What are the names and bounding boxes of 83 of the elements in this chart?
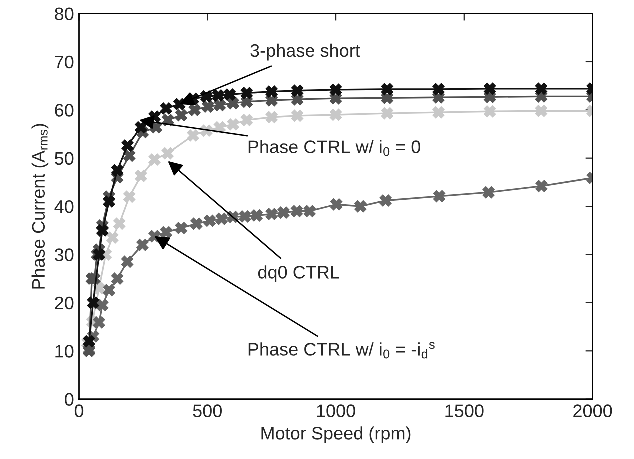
point	[111, 164, 124, 176]
point	[432, 83, 445, 96]
point	[381, 83, 394, 96]
point	[124, 150, 136, 162]
annotation: Phase CTRL w/ i$_{0}$ = -i$_{d}$$^{s}$	[248, 342, 435, 359]
point	[135, 121, 148, 134]
point	[93, 316, 106, 329]
point	[214, 99, 226, 112]
point	[330, 198, 343, 211]
point	[266, 86, 278, 98]
point	[175, 109, 188, 122]
point	[432, 106, 445, 119]
annotation: 3-phase short	[250, 44, 360, 61]
point	[216, 213, 228, 226]
point	[227, 118, 240, 131]
point	[536, 180, 548, 192]
point	[227, 97, 240, 110]
point	[204, 214, 216, 228]
point	[214, 121, 226, 134]
point	[484, 82, 496, 96]
point	[354, 200, 367, 213]
point	[136, 239, 149, 252]
y-tick-label: 40	[54, 200, 74, 214]
point	[202, 100, 214, 113]
point	[240, 87, 253, 100]
point	[535, 105, 548, 118]
y-tick-label: 60	[55, 104, 74, 117]
point	[291, 84, 304, 97]
point	[148, 154, 161, 166]
point	[187, 130, 200, 142]
y-tick-label: 80	[55, 8, 74, 20]
y-tick-label: 70	[55, 56, 74, 69]
point	[224, 88, 236, 101]
point	[212, 90, 224, 102]
point	[103, 284, 116, 296]
point	[250, 210, 264, 222]
y-tick-label: 10	[56, 345, 74, 358]
point	[380, 194, 392, 207]
point	[278, 206, 290, 219]
point	[87, 296, 100, 310]
y-tick-label: 0	[65, 393, 74, 406]
point	[190, 218, 203, 230]
annotation: dq0 CTRL	[258, 266, 340, 282]
point	[188, 104, 201, 116]
point	[111, 272, 124, 285]
x-axis-title: Motor Speed (rpm)	[262, 426, 411, 444]
point	[535, 82, 548, 96]
point	[330, 108, 342, 122]
point	[290, 205, 304, 218]
point	[433, 190, 446, 203]
point	[96, 224, 109, 237]
y-tick-label: 50	[55, 152, 74, 166]
point	[330, 84, 342, 96]
y-tick-label: 20	[55, 296, 74, 310]
x-tick-label: 2000	[574, 404, 612, 418]
point	[135, 170, 148, 182]
point	[291, 110, 304, 122]
point	[121, 256, 134, 268]
x-tick-label: 1500	[446, 404, 484, 418]
point	[266, 111, 278, 124]
y-axis-title: Phase Current (A$_{rms}$)	[32, 124, 49, 289]
point	[160, 102, 172, 115]
point	[106, 232, 119, 244]
point	[122, 140, 134, 152]
point	[482, 186, 495, 199]
point	[160, 226, 172, 239]
point	[266, 208, 278, 220]
point	[96, 299, 109, 312]
x-tick-label: 500	[193, 404, 222, 418]
point	[175, 222, 188, 234]
point	[239, 210, 252, 223]
point	[124, 190, 136, 203]
x-tick-label: 0	[74, 404, 84, 418]
point	[162, 147, 174, 160]
point	[113, 218, 126, 230]
annotation: Phase CTRL w/ i$_{0}$ = 0	[248, 140, 420, 156]
point	[103, 196, 116, 208]
x-tick-label: 1000	[317, 404, 356, 418]
point	[240, 114, 253, 126]
point	[484, 106, 496, 118]
y-tick-label: 30	[54, 248, 74, 262]
point	[381, 107, 394, 120]
point	[304, 205, 316, 218]
